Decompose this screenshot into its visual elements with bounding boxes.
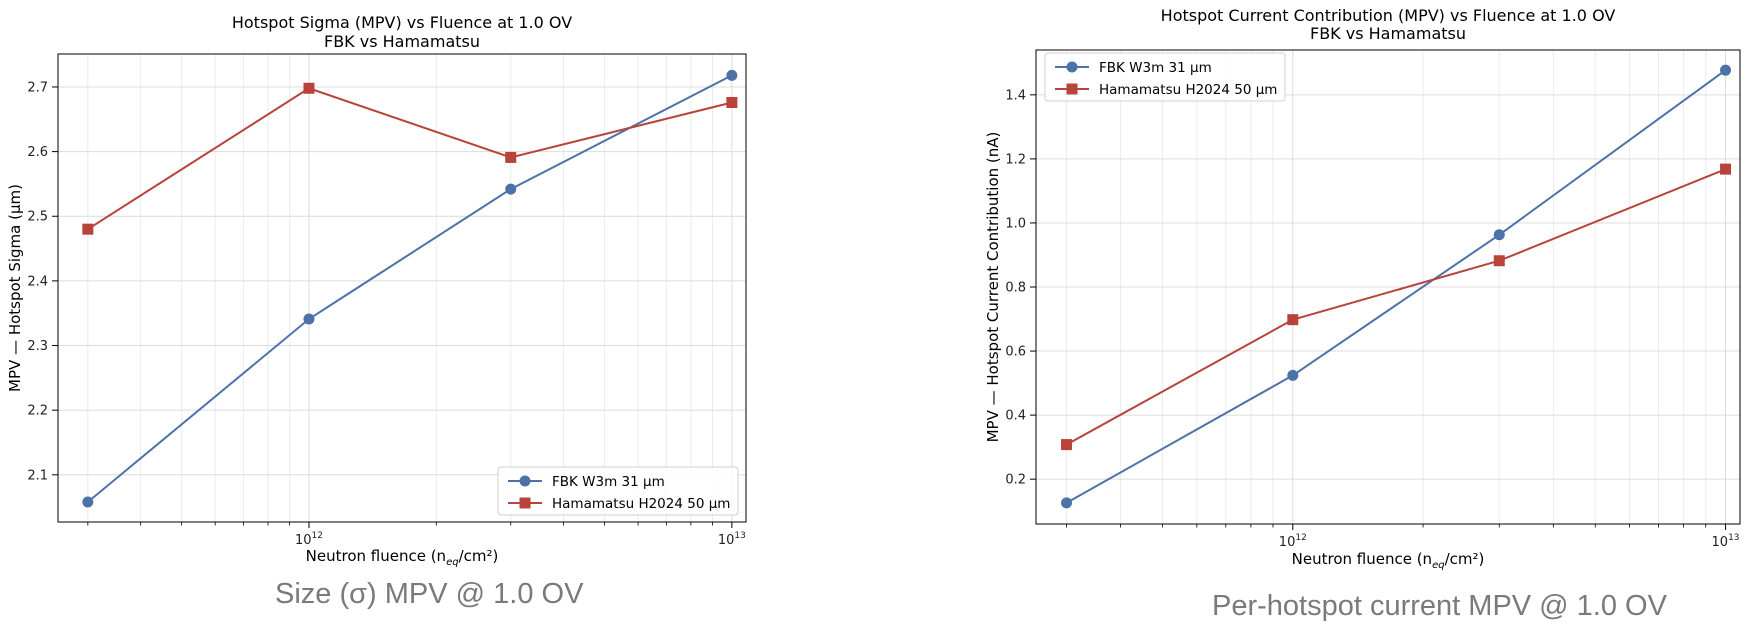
- data-point-circle: [1287, 369, 1299, 381]
- data-point-circle: [82, 496, 94, 508]
- data-point-square: [82, 223, 94, 235]
- x-tick-label: 1013: [1712, 533, 1740, 550]
- legend: FBK W3m 31 µm Hamamatsu H2024 50 µm: [1044, 52, 1286, 102]
- data-point-square: [726, 96, 738, 108]
- y-tick-label: 2.5: [27, 210, 48, 225]
- data-point-circle: [726, 69, 738, 81]
- legend-entry-label: FBK W3m 31 µm: [552, 474, 665, 490]
- chart-subtitle: FBK vs Hamamatsu: [1310, 24, 1466, 43]
- y-tick-label: 2.3: [27, 339, 48, 354]
- y-tick-label: 0.2: [1005, 473, 1026, 488]
- legend-marker-circle: [519, 475, 531, 487]
- legend-box: [1044, 52, 1286, 102]
- data-point-square: [303, 82, 315, 94]
- axes-frame: [1035, 49, 1741, 525]
- x-axis-label: Neutron fluence (neq/cm²): [1292, 550, 1485, 571]
- data-point-circle: [303, 313, 315, 325]
- legend-marker-circle: [1066, 61, 1078, 73]
- x-axis-label: Neutron fluence (neq/cm²): [306, 547, 499, 568]
- y-axis-label: MPV — Hotspot Sigma (µm): [6, 184, 24, 392]
- x-tick-label: 1012: [295, 531, 323, 548]
- series-line-2: [1066, 168, 1726, 446]
- y-tick-label: 0.8: [1005, 281, 1026, 296]
- y-tick-label: 2.1: [27, 468, 48, 483]
- series-line-1: [87, 74, 733, 503]
- chart-title: Hotspot Current Contribution (MPV) vs Fl…: [1161, 6, 1616, 25]
- chart-2: 1012 1013 0.2 0.4 0.6 0.8 1.0 1.2 1.4 Hotspot Cur…: [984, 6, 1741, 571]
- chart-subtitle: FBK vs Hamamatsu: [324, 32, 480, 51]
- data-point-square: [1287, 314, 1299, 326]
- data-point-square: [505, 151, 517, 163]
- legend-entry-label: Hamamatsu H2024 50 µm: [552, 496, 730, 512]
- y-tick-label: 0.4: [1005, 409, 1026, 424]
- chart-caption-right: Per-hotspot current MPV @ 1.0 OV: [1212, 590, 1667, 622]
- series-line-2: [87, 87, 733, 231]
- data-point-square: [1720, 163, 1732, 175]
- x-tick-label: 1013: [718, 531, 746, 548]
- chart-title: Hotspot Sigma (MPV) vs Fluence at 1.0 OV: [232, 13, 572, 32]
- y-tick-label: 1.4: [1005, 88, 1026, 103]
- data-point-circle: [1493, 229, 1505, 241]
- y-tick-label: 0.6: [1005, 345, 1026, 360]
- x-tick-label: 1012: [1279, 533, 1307, 550]
- series-line-1: [1066, 69, 1727, 504]
- legend-marker-square: [519, 497, 531, 509]
- chart-1: 1012 1013 2.1 2.2 2.3 2.4 2.5 2.6 2.7 Hotspot Sig…: [6, 13, 747, 568]
- legend-marker-square: [1066, 83, 1078, 95]
- y-axis-label: MPV — Hotspot Current Contribution (nA): [984, 132, 1002, 443]
- data-point-circle: [505, 183, 517, 195]
- axes-frame: [57, 53, 747, 523]
- data-point-circle: [1720, 64, 1732, 76]
- y-tick-label: 1.2: [1005, 152, 1026, 167]
- data-point-square: [1061, 439, 1073, 451]
- legend-box: [497, 466, 739, 516]
- data-point-square: [1493, 255, 1505, 267]
- chart-caption-left: Size (σ) MPV @ 1.0 OV: [275, 578, 584, 610]
- y-tick-label: 1.0: [1005, 216, 1026, 231]
- legend: FBK W3m 31 µm Hamamatsu H2024 50 µm: [497, 466, 739, 516]
- y-tick-label: 2.4: [27, 274, 48, 289]
- legend-entry-label: Hamamatsu H2024 50 µm: [1099, 82, 1277, 98]
- y-tick-label: 2.6: [27, 145, 48, 160]
- y-tick-label: 2.2: [27, 404, 48, 419]
- data-point-circle: [1061, 497, 1073, 509]
- legend-entry-label: FBK W3m 31 µm: [1099, 60, 1212, 76]
- y-tick-label: 2.7: [27, 80, 48, 95]
